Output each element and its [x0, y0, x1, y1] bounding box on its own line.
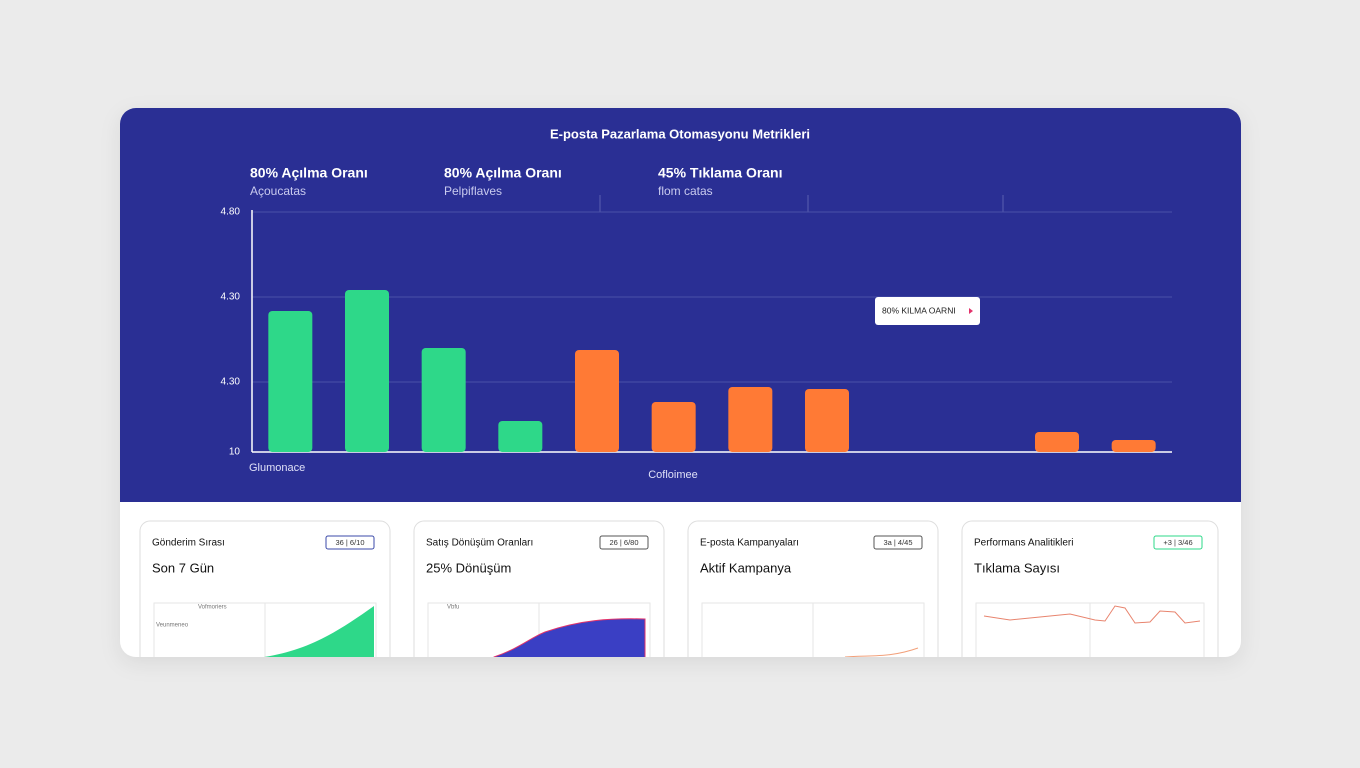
card-title: Satış Dönüşüm Oranları: [426, 538, 533, 549]
mini-legend: Veunmeneo: [156, 623, 189, 629]
mini-area: [493, 618, 646, 657]
card-headline: Son 7 Gün: [152, 560, 214, 575]
bar: [1111, 440, 1156, 452]
mini-legend: Vofmoriers: [198, 605, 227, 611]
badge: [1153, 535, 1203, 550]
card-title: E-posta Kampanyaları: [700, 538, 799, 549]
kpi-value: 45% Tıklama Oranı: [658, 165, 783, 181]
bar-chart: 80% Açılma Oranı Açoucatas 80% Açılma Oran…: [221, 165, 1172, 481]
mini-line: [844, 647, 919, 657]
bar: [805, 389, 849, 452]
card-headline: Tıklama Sayısı: [974, 560, 1060, 575]
panel-content: E-posta Pazarlama Otomasyonu Metrikleri …: [120, 108, 1241, 657]
bar: [1035, 432, 1079, 452]
card: [961, 520, 1219, 657]
mini-line: [983, 605, 1201, 624]
bar: [268, 311, 313, 452]
y-tick-label: 4.30: [221, 292, 241, 303]
bar: [498, 421, 543, 452]
x-axis-label: Cofloimee: [648, 469, 698, 481]
kpi-value: 80% Açılma Oranı: [250, 165, 368, 181]
card-headline: 25% Dönüşüm: [426, 560, 511, 575]
mini-legend: Vbfu: [447, 605, 459, 611]
bar: [575, 350, 619, 452]
badge: [325, 535, 375, 550]
y-tick-label: 4.80: [221, 207, 241, 218]
kpi-label: Açoucatas: [250, 184, 306, 198]
badge-text: 36 | 6/10: [335, 538, 364, 547]
x-axis-label: Glumonace: [249, 462, 305, 474]
bar: [651, 402, 696, 452]
cards: Gönderim Sırası 36 | 6/10 Son 7 Gün Vofmori…: [139, 520, 1219, 657]
kpi-value: 80% Açılma Oranı: [444, 165, 562, 181]
mini-area: [264, 606, 374, 657]
bar: [421, 348, 466, 452]
card-headline: Aktif Kampanya: [700, 560, 792, 575]
card: [687, 520, 939, 657]
annotation-arrow: [969, 308, 973, 314]
badge-text: +3 | 3/46: [1163, 538, 1192, 547]
annotation: 80% KILMA OARNI: [882, 305, 956, 315]
bar: [345, 290, 389, 452]
badge-text: 26 | 6/80: [609, 538, 638, 547]
card-title: Gönderim Sırası: [152, 538, 225, 549]
kpi-label: Pelpiflaves: [444, 184, 502, 198]
badge-text: 3a | 4/45: [883, 538, 912, 547]
badge: [599, 535, 649, 550]
annotation-box: [875, 297, 980, 325]
badge: [873, 535, 923, 550]
y-tick-label: 4.30: [221, 377, 241, 388]
card-title: Performans Analitikleri: [974, 538, 1073, 549]
bar: [728, 387, 773, 452]
y-tick-label: 10: [229, 447, 241, 458]
chart-title: E-posta Pazarlama Otomasyonu Metrikleri: [550, 126, 810, 141]
kpi-label: flom catas: [658, 184, 713, 198]
